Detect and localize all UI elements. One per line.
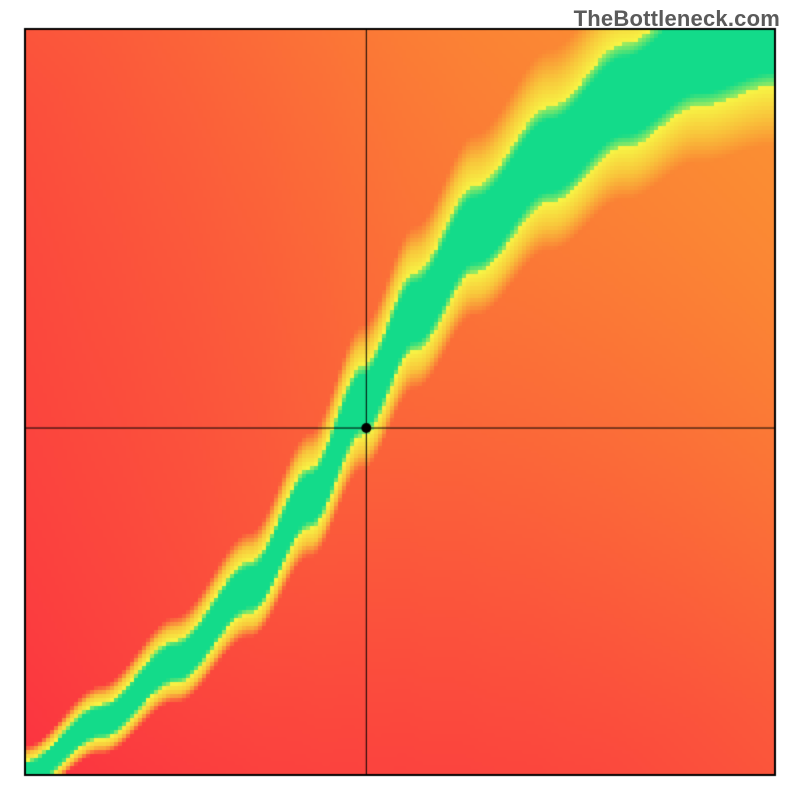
- chart-container: TheBottleneck.com: [0, 0, 800, 800]
- heatmap-canvas: [0, 0, 800, 800]
- watermark-text: TheBottleneck.com: [574, 6, 780, 32]
